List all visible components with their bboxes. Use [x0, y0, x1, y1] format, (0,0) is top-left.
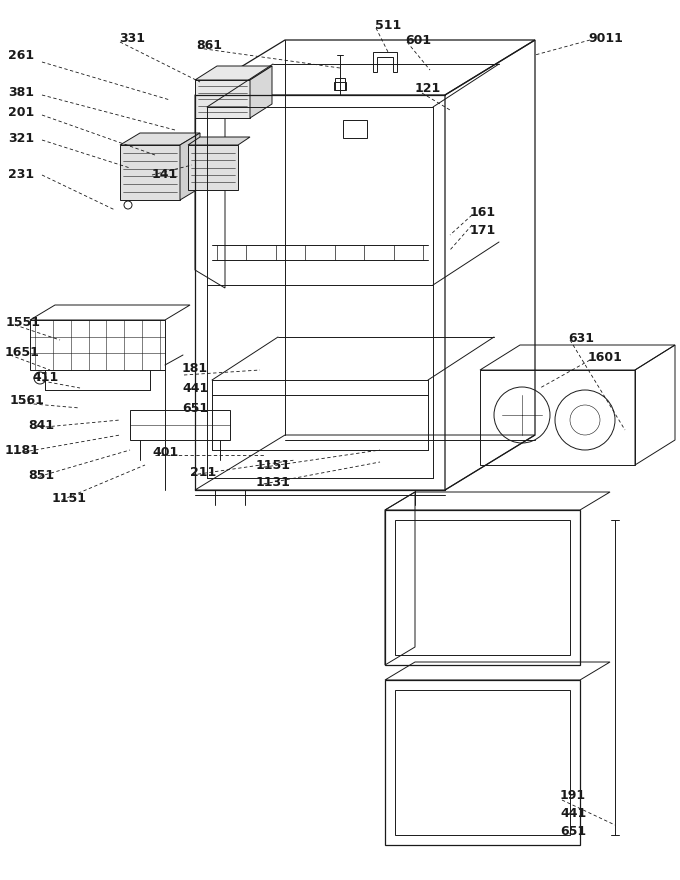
Text: 411: 411 — [32, 370, 58, 384]
Text: 171: 171 — [470, 224, 496, 237]
Polygon shape — [188, 137, 250, 145]
Text: 1601: 1601 — [588, 350, 623, 363]
Text: 1651: 1651 — [5, 346, 40, 358]
Text: 1131: 1131 — [256, 475, 291, 488]
Text: 1151: 1151 — [52, 492, 87, 504]
Text: 161: 161 — [470, 206, 496, 218]
Text: 441: 441 — [182, 382, 208, 394]
Text: 511: 511 — [375, 18, 401, 32]
Text: 191: 191 — [560, 788, 586, 802]
Text: 201: 201 — [8, 106, 34, 119]
Polygon shape — [188, 145, 238, 190]
Text: 321: 321 — [8, 131, 34, 144]
Polygon shape — [195, 66, 272, 80]
Text: 331: 331 — [119, 32, 145, 45]
Polygon shape — [180, 133, 200, 200]
Text: 141: 141 — [152, 167, 178, 180]
Polygon shape — [120, 145, 180, 200]
Text: 181: 181 — [182, 362, 208, 375]
Polygon shape — [120, 133, 200, 145]
Text: 211: 211 — [190, 466, 216, 479]
Text: 9011: 9011 — [588, 32, 623, 45]
Text: 121: 121 — [415, 82, 441, 94]
Text: 851: 851 — [28, 468, 54, 481]
Text: 841: 841 — [28, 419, 54, 431]
Text: 231: 231 — [8, 167, 34, 180]
Text: 381: 381 — [8, 85, 34, 99]
Text: 1561: 1561 — [10, 393, 45, 407]
Text: 601: 601 — [405, 33, 431, 47]
Text: 261: 261 — [8, 48, 34, 62]
Text: 401: 401 — [152, 445, 178, 458]
Polygon shape — [250, 66, 272, 118]
Polygon shape — [195, 80, 250, 118]
Text: 651: 651 — [560, 825, 586, 838]
Text: 441: 441 — [560, 806, 586, 819]
Text: 1151: 1151 — [256, 458, 291, 472]
Text: 861: 861 — [196, 39, 222, 52]
Text: 631: 631 — [568, 332, 594, 344]
Text: 1551: 1551 — [6, 316, 41, 328]
Text: 651: 651 — [182, 401, 208, 414]
Text: 1181: 1181 — [5, 444, 40, 457]
